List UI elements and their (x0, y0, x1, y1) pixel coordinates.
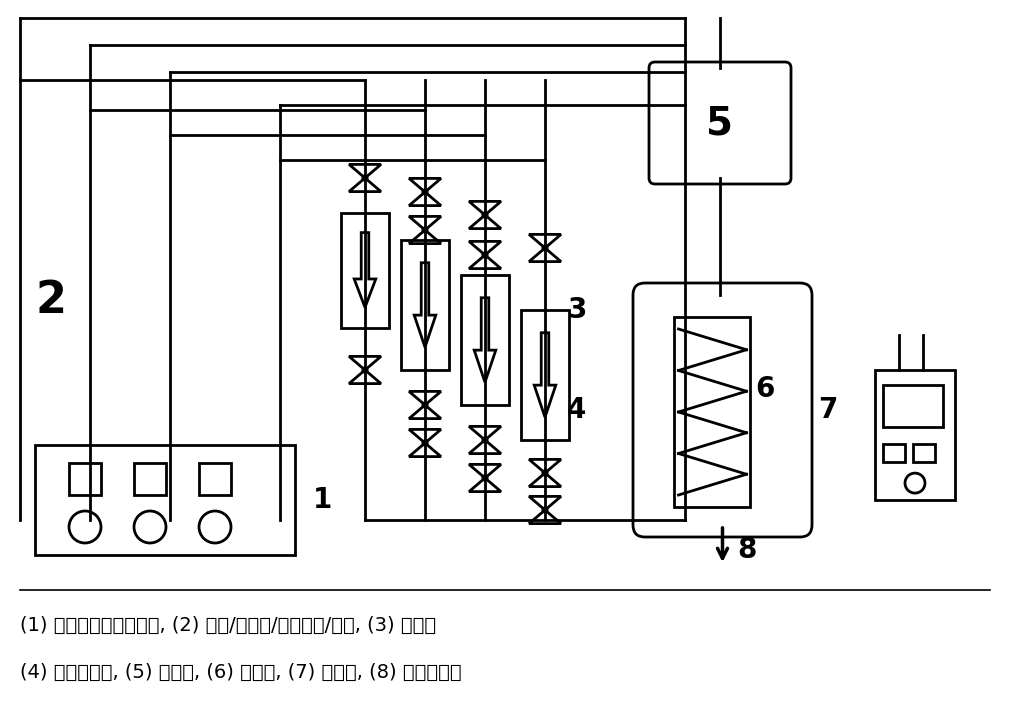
Circle shape (362, 175, 367, 181)
Text: 5: 5 (706, 104, 734, 142)
Bar (875, 370, 955, 500)
Circle shape (422, 440, 428, 446)
Circle shape (482, 437, 488, 443)
Circle shape (362, 367, 367, 373)
Circle shape (542, 245, 548, 251)
Text: 2: 2 (35, 279, 66, 322)
Text: 7: 7 (818, 396, 837, 424)
Bar (69, 463, 102, 495)
Bar (134, 463, 166, 495)
Circle shape (482, 212, 488, 218)
Circle shape (542, 470, 548, 476)
Text: (4) 质子流量计, (5) 混合器, (6) 吸附柱, (7) 加热炉, (8) 气体检测器: (4) 质子流量计, (5) 混合器, (6) 吸附柱, (7) 加热炉, (8… (20, 663, 462, 681)
Bar (914, 444, 936, 462)
Circle shape (422, 227, 428, 233)
Bar (675, 317, 750, 507)
Bar (401, 240, 449, 370)
Bar (341, 212, 389, 327)
Text: 4: 4 (567, 396, 587, 424)
Bar (35, 445, 295, 555)
Text: 3: 3 (567, 296, 587, 324)
Text: 1: 1 (313, 486, 332, 514)
Bar (199, 463, 231, 495)
Bar (521, 310, 569, 440)
Bar (461, 275, 509, 405)
Bar (883, 444, 905, 462)
Circle shape (542, 507, 548, 513)
Text: 6: 6 (755, 375, 774, 403)
Circle shape (422, 402, 428, 408)
Text: 8: 8 (738, 536, 757, 564)
Circle shape (482, 475, 488, 481)
Circle shape (422, 189, 428, 195)
Circle shape (482, 252, 488, 258)
Bar (883, 385, 943, 427)
Text: (1) 流量和温度控制界面, (2) 氨气/甲硫醚/二甲二硫/氮气, (3) 单向阀: (1) 流量和温度控制界面, (2) 氨气/甲硫醚/二甲二硫/氮气, (3) 单… (20, 616, 436, 634)
